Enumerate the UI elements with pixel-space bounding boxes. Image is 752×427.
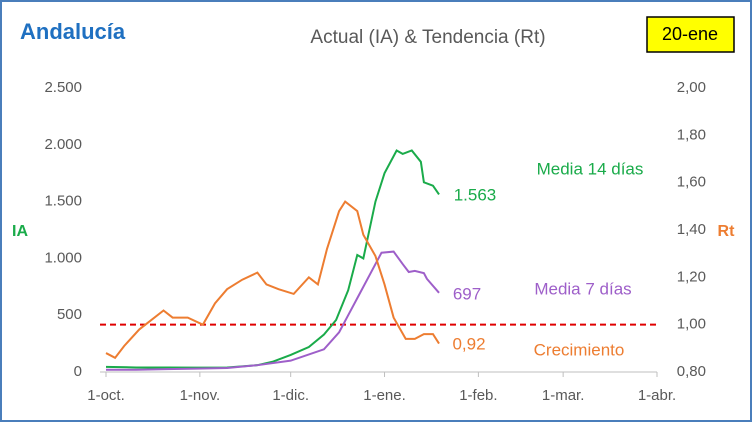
y-tick-label: 2.000: [44, 136, 82, 153]
x-tick-label: 1-dic.: [272, 387, 309, 404]
y2-tick-label: 1,00: [677, 316, 706, 333]
x-tick-label: 1-mar.: [542, 387, 585, 404]
y2-tick-label: 1,80: [677, 126, 706, 143]
series-label: Media 14 días: [537, 159, 644, 178]
series-line: [105, 200, 440, 360]
series-line: [106, 250, 440, 371]
y-tick-label: 0: [74, 363, 82, 380]
x-tick-label: 1-feb.: [459, 387, 497, 404]
x-tick-label: 1-nov.: [180, 387, 221, 404]
x-tick-label: 1-abr.: [638, 387, 676, 404]
y-axis-label: IA: [12, 223, 28, 240]
x-tick-label: 1-oct.: [87, 387, 125, 404]
y-tick-label: 500: [57, 306, 82, 323]
y2-tick-label: 1,60: [677, 174, 706, 191]
chart-title: Andalucía: [20, 19, 126, 44]
y2-tick-label: 1,40: [677, 221, 706, 238]
end-value-label: 697: [453, 284, 481, 303]
date-badge-box: [646, 16, 735, 53]
y2-tick-label: 1,20: [677, 268, 706, 285]
series-label: Crecimiento: [534, 340, 625, 359]
y2-tick-label: 2,00: [677, 79, 706, 96]
x-tick-label: 1-ene.: [363, 387, 406, 404]
y-tick-label: 2.500: [44, 79, 82, 96]
date-badge: 20-ene: [662, 24, 718, 44]
y-tick-label: 1.500: [44, 193, 82, 210]
end-value-label: 1.563: [454, 185, 497, 204]
y2-axis-label: Rt: [718, 223, 736, 240]
series-label: Media 7 días: [534, 279, 631, 298]
y2-tick-label: 0,80: [677, 363, 706, 380]
y-tick-label: 1.000: [44, 249, 82, 266]
end-value-label: 0,92: [452, 334, 485, 353]
chart-subtitle: Actual (IA) & Tendencia (Rt): [310, 27, 545, 48]
